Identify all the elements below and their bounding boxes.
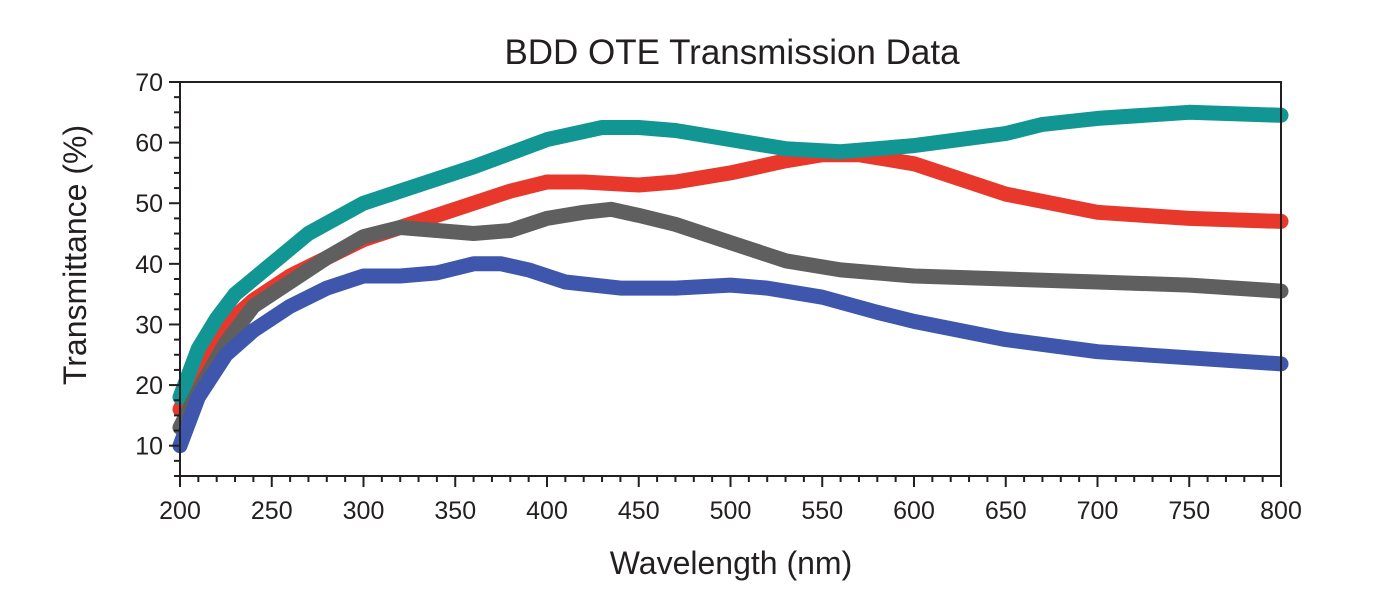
x-tick-label: 650 [985, 497, 1027, 525]
y-tick-label: 60 [135, 130, 163, 158]
x-tick-label: 500 [710, 497, 752, 525]
y-axis-title: Transmittance (%) [57, 125, 93, 385]
series-line-2 [172, 104, 1289, 405]
series-group [172, 104, 1289, 454]
x-tick-label: 800 [1260, 497, 1302, 525]
series-line-4 [172, 256, 1289, 454]
y-tick-label: 10 [135, 433, 163, 461]
y-tick-label: 20 [135, 372, 163, 400]
x-axis-title: Wavelength (nm) [610, 545, 852, 581]
y-tick-label: 70 [135, 69, 163, 97]
y-tick-label: 30 [135, 311, 163, 339]
x-tick-label: 600 [893, 497, 935, 525]
x-tick-label: 450 [618, 497, 660, 525]
y-tick-label: 40 [135, 251, 163, 279]
chart-title: BDD OTE Transmission Data [504, 33, 960, 72]
x-tick-label: 700 [1077, 497, 1119, 525]
x-tick-label: 300 [343, 497, 385, 525]
x-tick-label: 400 [526, 497, 568, 525]
x-tick-label: 350 [434, 497, 476, 525]
x-tick-label: 750 [1168, 497, 1210, 525]
series-line-3 [172, 201, 1289, 435]
y-tick-label: 50 [135, 190, 163, 218]
x-tick-label: 250 [251, 497, 293, 525]
x-tick-label: 200 [159, 497, 201, 525]
x-tick-label: 550 [801, 497, 843, 525]
